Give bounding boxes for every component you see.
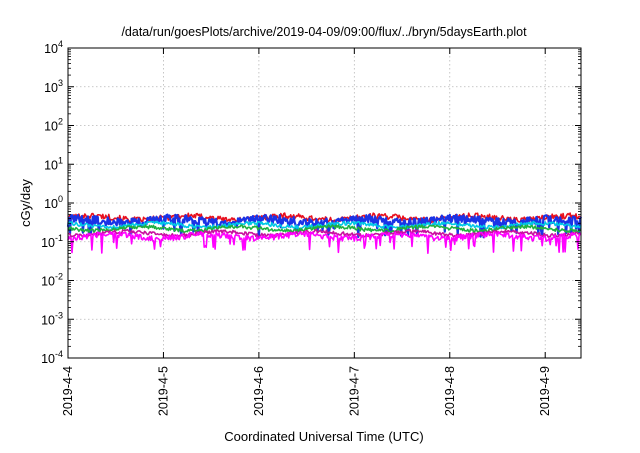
y-tick-label: 100 (44, 194, 63, 211)
chart-title: /data/run/goesPlots/archive/2019-04-09/0… (121, 25, 527, 39)
x-axis: 2019-4-4 2019-4-5 2019-4-6 2019-4-7 2019-4-8… (61, 48, 552, 416)
x-tick-label: 2019-4-8 (443, 366, 457, 416)
x-tick-label: 2019-4-5 (156, 366, 170, 416)
grid-lines (68, 48, 581, 358)
x-tick-label: 2019-4-6 (252, 366, 266, 416)
series-line-6 (67, 230, 582, 254)
x-tick-label: 2019-4-9 (538, 366, 552, 416)
y-axis-label: cGy/day (18, 179, 33, 227)
y-tick-label: 10-4 (41, 349, 63, 366)
y-tick-label: 103 (44, 78, 63, 95)
data-series (66, 212, 583, 254)
x-tick-label: 2019-4-4 (61, 366, 75, 416)
y-tick-label: 101 (44, 155, 63, 172)
y-tick-label: 10-3 (41, 310, 63, 327)
y-tick-label: 104 (44, 39, 63, 56)
series-line-2 (66, 213, 583, 239)
y-tick-label: 10-2 (41, 272, 63, 289)
x-tick-label: 2019-4-7 (347, 366, 361, 416)
y-tick-label: 102 (44, 117, 63, 134)
x-axis-label: Coordinated Universal Time (UTC) (224, 429, 423, 444)
y-tick-label: 10-1 (41, 233, 63, 250)
y-axis: 10-4 10-3 10-2 10-1 100 101 102 103 104 (41, 39, 581, 366)
